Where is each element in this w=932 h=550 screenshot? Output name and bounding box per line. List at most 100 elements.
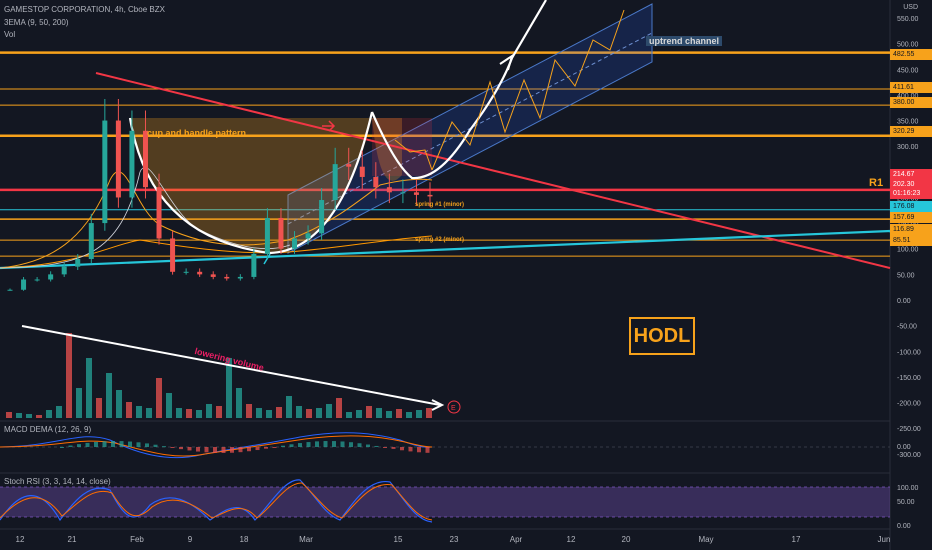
rsi-band <box>0 487 890 517</box>
x-tick-label: 23 <box>450 535 459 544</box>
macd-histogram-bar <box>119 441 124 447</box>
macd-histogram-bar <box>68 445 73 447</box>
currency-label: USD <box>903 4 918 11</box>
volume-bar <box>36 415 42 418</box>
macd-histogram-bar <box>340 441 345 447</box>
stoch-rsi-label[interactable]: Stoch RSI (3, 3, 14, 14, close) <box>4 477 111 486</box>
price-level-label: 482.55 <box>890 49 932 60</box>
candle-body <box>292 238 298 249</box>
macd-histogram-bar <box>306 442 311 447</box>
price-level-label: 202.30 <box>890 179 932 190</box>
spring2-annotation: spring #2 (minor) <box>415 237 465 243</box>
macd-histogram-bar <box>272 447 277 448</box>
rsi-tick-label: 100.00 <box>897 485 919 492</box>
macd-histogram-bar <box>255 447 260 451</box>
volume-bar <box>316 408 322 418</box>
volume-bar <box>106 373 112 418</box>
candles <box>7 99 433 291</box>
price-level-label: 214.67 <box>890 169 932 180</box>
price-level-label: 157.69 <box>890 212 932 223</box>
macd-histogram-bar <box>315 441 319 447</box>
macd-histogram-bar <box>391 447 396 449</box>
macd-histogram-bar <box>425 447 430 453</box>
macd-histogram-bar <box>60 447 64 448</box>
volume-bar <box>416 410 422 418</box>
price-level-label: 320.29 <box>890 126 932 137</box>
candle-body <box>197 271 203 275</box>
volume-bar <box>126 402 132 418</box>
projected-zigzag <box>431 9 625 171</box>
candle-body <box>386 187 392 193</box>
macd-histogram-bar <box>408 447 413 452</box>
price-tick-label: -250.00 <box>897 426 921 433</box>
macd-histogram-bar <box>128 441 132 447</box>
volume-indicator-label[interactable]: Vol <box>4 30 16 39</box>
candle-body <box>210 274 216 277</box>
macd-histogram-bar <box>298 443 302 447</box>
candle-body <box>7 289 13 291</box>
price-tick-label: -50.00 <box>897 324 917 331</box>
price-tick-label: 50.00 <box>897 272 915 279</box>
price-tick-label: 0.00 <box>897 298 911 305</box>
volume-bar <box>276 407 282 418</box>
volume-bar <box>346 412 352 418</box>
macd-histogram-bar <box>213 447 217 453</box>
price-tick-label: 350.00 <box>897 119 919 126</box>
ema-9 <box>0 171 433 269</box>
candle-body <box>156 187 162 239</box>
macd-histogram-bar <box>162 446 166 448</box>
x-tick-label: 12 <box>16 535 25 544</box>
volume-bar <box>136 406 142 418</box>
volume-bar <box>216 406 222 418</box>
volume-bar <box>376 408 382 418</box>
volume-trendline <box>21 325 441 406</box>
price-tick-label: 400.00 <box>897 93 919 100</box>
x-tick-label: Feb <box>130 535 144 544</box>
macd-histogram-bar <box>102 441 107 447</box>
volume-bars: E <box>6 325 461 418</box>
macd-pane <box>0 432 890 459</box>
price-level-label: 85.51 <box>890 235 932 246</box>
candle-body <box>75 258 81 267</box>
macd-histogram-bar <box>221 447 226 453</box>
rsi-tick-label: 0.00 <box>897 523 911 530</box>
volume-bar <box>26 414 32 418</box>
macd-histogram-bar <box>400 447 404 451</box>
price-tick-label: 100.00 <box>897 247 919 254</box>
macd-histogram-bar <box>170 447 175 448</box>
price-level-label: 01:16:23 <box>890 188 932 199</box>
candle-body <box>373 176 379 188</box>
candle-body <box>142 130 148 188</box>
volume-bar <box>76 388 82 418</box>
ema-indicator-label[interactable]: 3EMA (9, 50, 200) <box>4 18 69 27</box>
candle-body <box>427 194 433 197</box>
candle-body <box>251 253 257 277</box>
macd-label[interactable]: MACD DEMA (12, 26, 9) <box>4 425 92 434</box>
candle-body <box>413 192 419 195</box>
volume-bar <box>266 410 272 418</box>
ema-50 <box>0 235 433 269</box>
x-tick-label: Mar <box>299 535 313 544</box>
price-tick-label: -100.00 <box>897 349 921 356</box>
price-tick-label: 500.00 <box>897 42 919 49</box>
candle-body <box>115 120 121 198</box>
candle-body <box>183 271 189 273</box>
volume-bar <box>336 398 342 418</box>
macd-histogram-bar <box>374 445 379 447</box>
symbol-title: GAMESTOP CORPORATION, 4h, Cboe BZX <box>4 5 165 14</box>
macd-histogram-bar <box>111 441 115 447</box>
volume-bar <box>56 406 62 418</box>
x-tick-label: 17 <box>792 535 801 544</box>
cup-handle-annotation: cup and handle pattern <box>147 128 247 138</box>
macd-histogram-bar <box>85 442 90 447</box>
candle-body <box>224 276 230 279</box>
price-level-label: 116.89 <box>890 224 932 235</box>
price-level-label: 411.61 <box>890 82 932 93</box>
candle-body <box>400 192 406 194</box>
cup-left-curve <box>128 117 271 255</box>
macd-histogram-bar <box>77 444 81 447</box>
volume-bar <box>6 412 12 418</box>
macd-histogram-bar <box>238 447 243 453</box>
x-tick-label: May <box>698 535 713 544</box>
